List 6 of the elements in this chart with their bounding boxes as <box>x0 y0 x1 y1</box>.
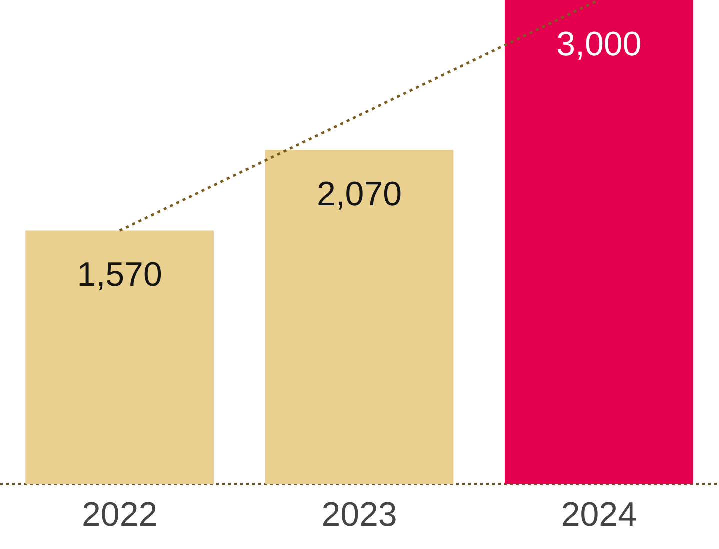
data-label: 1,570 <box>77 256 162 294</box>
data-label: 3,000 <box>556 25 642 64</box>
x-tick-label: 2024 <box>561 496 637 534</box>
x-tick-label: 2022 <box>82 496 158 534</box>
data-label: 2,070 <box>316 175 402 214</box>
x-tick-label: 2023 <box>322 496 398 534</box>
